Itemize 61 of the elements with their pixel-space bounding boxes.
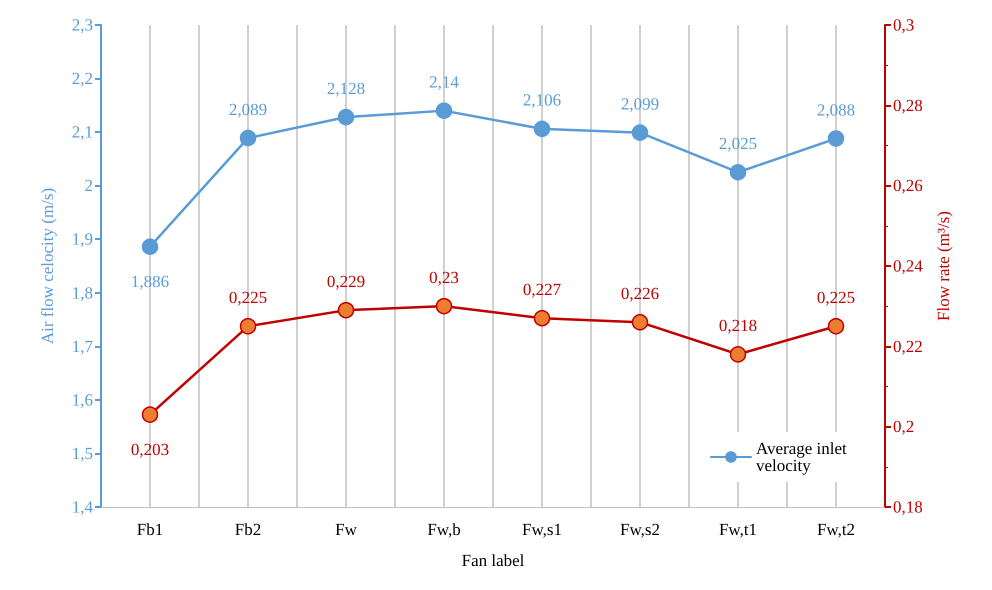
y2-tick-label: 0,3 bbox=[893, 16, 914, 34]
y-tick-label: 2 bbox=[84, 176, 93, 196]
y-tick-label: 1,7 bbox=[72, 336, 94, 356]
point bbox=[534, 120, 550, 138]
point bbox=[436, 298, 452, 314]
point bbox=[338, 108, 354, 126]
point bbox=[828, 130, 844, 147]
point bbox=[534, 310, 550, 326]
data-label: 0,227 bbox=[522, 280, 562, 299]
x-axis-title: Fan label bbox=[462, 551, 525, 570]
data-label: 0,226 bbox=[620, 284, 660, 303]
data-label: 2,088 bbox=[816, 100, 856, 120]
data-label: 2,025 bbox=[718, 134, 758, 154]
point bbox=[338, 302, 354, 318]
data-label: 2,089 bbox=[228, 100, 268, 119]
data-label: 2,14 bbox=[429, 72, 460, 92]
data-label: 0,203 bbox=[130, 440, 170, 459]
point bbox=[240, 130, 256, 146]
y-axis-title: Air flow celocity (m/s) bbox=[38, 188, 57, 344]
point bbox=[730, 346, 746, 363]
y2-tick-label: 0,22 bbox=[893, 336, 923, 356]
data-label: 0,225 bbox=[816, 288, 856, 307]
data-label: 0,225 bbox=[228, 288, 268, 307]
x-tick-label: Fw,t2 bbox=[816, 520, 856, 539]
x-tick-label: Fw,t1 bbox=[718, 520, 758, 539]
y2-tick-label: 0,2 bbox=[893, 417, 914, 436]
data-label: 1,886 bbox=[130, 272, 170, 291]
point bbox=[632, 314, 648, 330]
x-tick-label: Fw,s1 bbox=[522, 520, 562, 539]
data-label: 2,106 bbox=[522, 90, 562, 110]
y-tick-label: 2,1 bbox=[72, 122, 93, 142]
point bbox=[436, 102, 452, 119]
data-label: 2,099 bbox=[620, 94, 660, 114]
y2-axis-title: Flow rate (m³/s) bbox=[934, 211, 953, 321]
y-tick-label: 1,8 bbox=[72, 283, 93, 302]
data-label: 0,23 bbox=[429, 268, 459, 287]
y-tick-label: 1,4 bbox=[72, 498, 94, 516]
y-tick-label: 2,2 bbox=[72, 69, 93, 88]
y-tick-label: 1,9 bbox=[72, 230, 93, 249]
data-label: 2,128 bbox=[326, 78, 366, 98]
point bbox=[730, 164, 746, 181]
y2-tick-label: 0,24 bbox=[893, 256, 924, 276]
data-label: 0,218 bbox=[718, 316, 758, 336]
y-tick-label: 2,3 bbox=[72, 16, 93, 34]
x-tick-label: Fb1 bbox=[136, 520, 164, 539]
x-tick-label: Fw,b bbox=[427, 520, 461, 539]
data-label: 0,229 bbox=[326, 272, 366, 291]
y2-tick-label: 0,18 bbox=[893, 498, 923, 516]
point bbox=[142, 238, 158, 255]
point bbox=[828, 318, 844, 334]
point bbox=[240, 318, 256, 334]
x-tick-label: Fb2 bbox=[234, 520, 262, 539]
legend-label: Average inlet velocity bbox=[756, 439, 852, 475]
y2-tick-label: 0,28 bbox=[893, 96, 923, 115]
y-tick-label: 1,5 bbox=[72, 444, 93, 463]
x-tick-label: Fw,s2 bbox=[620, 520, 660, 539]
y2-tick-label: 0,26 bbox=[893, 176, 923, 196]
point bbox=[632, 124, 648, 141]
point bbox=[142, 406, 158, 423]
y-tick-label: 1,6 bbox=[72, 390, 93, 410]
x-tick-label: Fw bbox=[335, 520, 358, 539]
